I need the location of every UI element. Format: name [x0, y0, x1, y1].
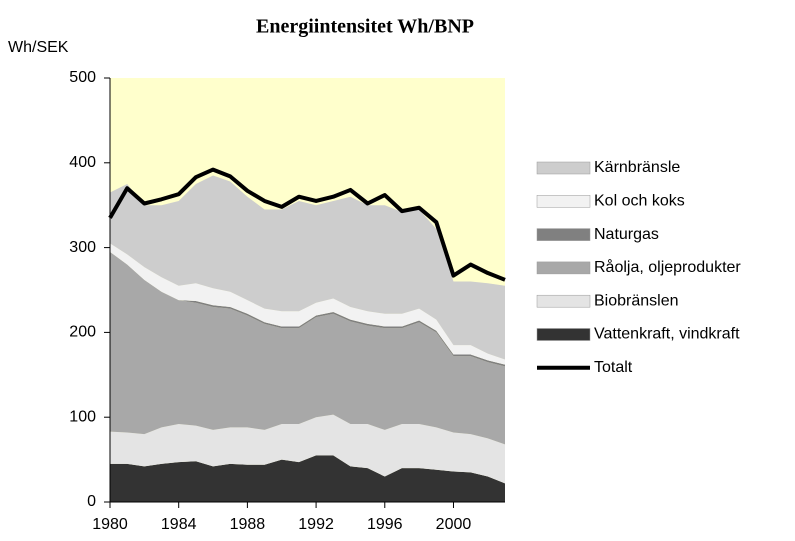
y-tick-label: 0: [87, 493, 96, 510]
y-tick-label: 200: [69, 324, 96, 341]
legend-swatch: [536, 195, 591, 208]
chart-title: Energiintensitet Wh/BNP: [256, 16, 474, 38]
legend-label: Råolja, oljeprodukter: [594, 258, 741, 276]
x-tick-label: 1984: [161, 516, 197, 533]
x-tick-label: 1996: [367, 516, 403, 533]
legend-swatch: [536, 228, 591, 241]
x-tick-label: 1988: [230, 516, 266, 533]
area: [110, 455, 505, 502]
legend-swatch: [536, 261, 591, 275]
y-tick-label: 400: [69, 154, 96, 171]
legend-label: Kol och koks: [594, 193, 685, 210]
legend-label: Totalt: [594, 359, 633, 376]
x-tick-label: 2000: [436, 516, 472, 533]
y-tick-label: 500: [69, 69, 96, 86]
area: [110, 251, 505, 367]
legend-swatch: [536, 294, 591, 308]
area: [110, 251, 505, 445]
x-tick-label: 1980: [92, 516, 128, 533]
area: [110, 243, 505, 365]
y-tick-label: 100: [69, 408, 96, 425]
legend-swatch: [536, 328, 591, 341]
area: [110, 175, 505, 360]
y-axis-label: Wh/SEK: [8, 39, 69, 56]
legend-label: Vattenkraft, vindkraft: [594, 326, 740, 343]
legend-label: Biobränslen: [594, 292, 679, 309]
legend-label: Kärnbränsle: [594, 159, 680, 176]
legend-swatch: [536, 161, 591, 175]
legend-label: Naturgas: [594, 226, 659, 243]
area: [110, 414, 505, 484]
y-tick-label: 300: [69, 239, 96, 256]
line: [108, 167, 506, 282]
x-tick-label: 1992: [298, 516, 334, 533]
